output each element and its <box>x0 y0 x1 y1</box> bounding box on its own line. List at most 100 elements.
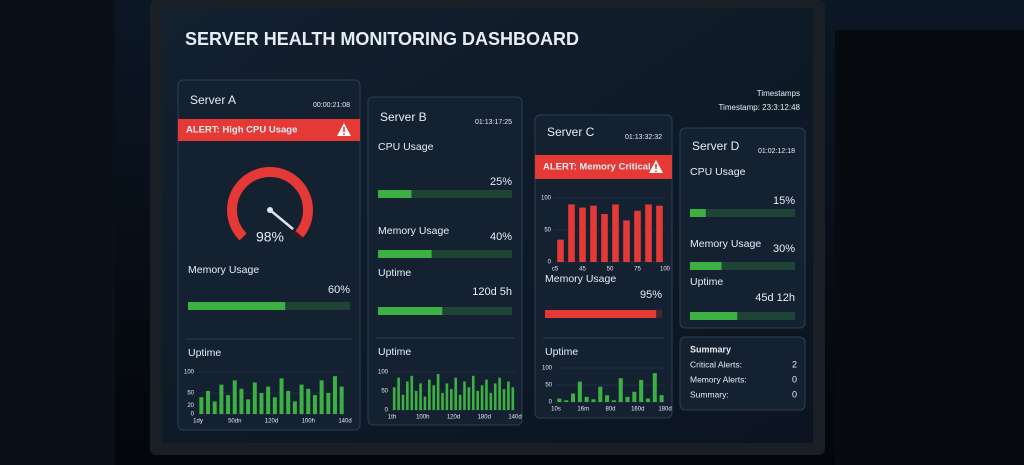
x-tick-label: 120d <box>447 415 460 421</box>
progress-track <box>378 250 512 258</box>
progress-fill <box>378 250 432 258</box>
y-tick-label: 100 <box>378 370 389 376</box>
alert-banner <box>178 119 360 141</box>
uptime-fill <box>690 312 738 320</box>
progress-track <box>378 190 512 198</box>
metric-value: 30% <box>773 243 795 255</box>
bar <box>419 383 422 410</box>
gauge-arc <box>227 167 313 241</box>
bar <box>226 395 231 414</box>
bar <box>326 393 331 414</box>
bar <box>401 394 405 410</box>
y-tick-label: 0 <box>191 412 195 418</box>
x-tick-label: 50 <box>607 267 614 273</box>
uptime-label: Uptime <box>690 276 723 288</box>
server-time: 01:13:32:32 <box>625 134 662 141</box>
bar <box>332 376 337 414</box>
bar <box>577 381 582 402</box>
alert-banner <box>535 155 672 179</box>
bar <box>428 379 431 410</box>
bar <box>618 378 623 402</box>
dashboard-title: SERVER HEALTH MONITORING DASHBOARD <box>185 29 579 49</box>
gauge-label: 98% <box>256 229 284 245</box>
server-time: 01:02:12:18 <box>758 148 795 155</box>
uptime-track <box>378 307 512 315</box>
progress-fill <box>690 262 722 270</box>
server-name: Server A <box>190 93 236 107</box>
x-tick-label: 140d <box>338 419 351 425</box>
y-tick-label: 50 <box>545 383 552 389</box>
x-tick-label: 120d <box>265 419 278 425</box>
panels: Server A 00:00:21:08 ALERT: High CPU Usage… <box>177 79 806 431</box>
uptime-value: 120d 5h <box>472 286 512 298</box>
summary-title: Summary <box>690 344 731 354</box>
bar <box>568 204 575 262</box>
bar <box>299 384 304 414</box>
server-rack-left <box>0 0 115 465</box>
x-tick-label: 100h <box>416 415 429 421</box>
metric-label: Memory Usage <box>188 264 259 276</box>
gauge-hub <box>267 207 273 213</box>
server-panel <box>679 127 806 329</box>
bar <box>659 395 664 402</box>
summary-panel <box>679 336 806 411</box>
bar <box>485 379 488 410</box>
server-time: 01:13:17:25 <box>475 119 512 126</box>
bar <box>605 395 610 402</box>
bar <box>286 390 291 414</box>
bar <box>436 373 440 410</box>
bar <box>480 385 484 410</box>
progress-fill <box>545 310 657 318</box>
progress-fill <box>188 302 286 310</box>
bar <box>502 389 506 410</box>
bar <box>432 385 436 410</box>
metric-value: 40% <box>490 231 512 243</box>
bar <box>476 391 479 410</box>
bar <box>219 384 224 414</box>
metric-value: 95% <box>640 289 662 301</box>
bar <box>656 205 663 262</box>
summary-row-value: 0 <box>792 374 797 384</box>
bar <box>410 375 414 410</box>
bar <box>612 204 619 262</box>
bar <box>511 387 515 410</box>
server-name: Server C <box>547 125 595 139</box>
x-tick-label: 80d <box>605 407 615 413</box>
bar <box>632 391 637 402</box>
bar <box>489 392 493 410</box>
y-tick-label: 50 <box>544 228 551 234</box>
x-tick-label: 1dy <box>193 419 203 425</box>
x-tick-label: 100 <box>660 267 671 273</box>
bar <box>272 397 277 414</box>
bar <box>639 379 644 402</box>
y-tick-label: 100 <box>541 196 552 202</box>
bar <box>449 389 453 410</box>
bar <box>292 401 297 414</box>
bar <box>611 400 616 402</box>
bar <box>414 391 418 410</box>
bar <box>590 205 597 262</box>
uptime-track <box>690 312 795 320</box>
bar <box>406 381 409 410</box>
bar <box>339 386 344 414</box>
x-tick-label: 75 <box>634 267 641 273</box>
bar <box>625 396 630 402</box>
summary-row-label: Memory Alerts: <box>690 374 747 384</box>
summary-row-label: Summary: <box>690 389 729 399</box>
bar <box>306 388 311 414</box>
y-tick-label: 50 <box>381 389 388 395</box>
y-tick-label: 100 <box>184 370 195 376</box>
bar <box>206 390 211 414</box>
bar <box>445 383 449 410</box>
bar <box>493 383 497 410</box>
server-panel <box>367 96 523 426</box>
bar <box>634 210 641 262</box>
bar <box>463 381 466 410</box>
bar <box>584 396 589 402</box>
bar <box>598 386 603 402</box>
x-tick-label: c5 <box>552 267 559 273</box>
bar <box>259 393 264 414</box>
timestamps-label: Timestamps <box>757 89 800 98</box>
y-tick-label: 100 <box>542 366 553 372</box>
x-tick-label: 180d <box>478 415 491 421</box>
